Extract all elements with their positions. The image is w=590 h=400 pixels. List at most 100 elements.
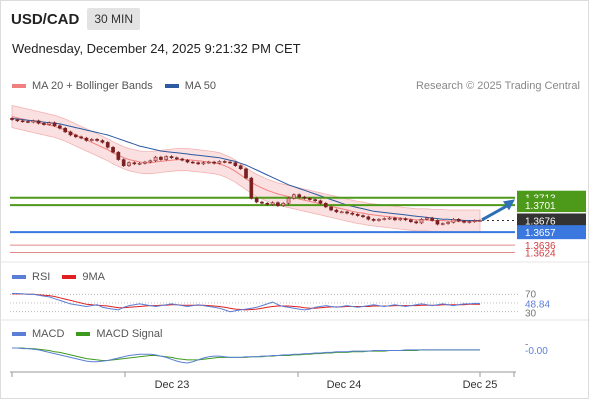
candle-body: [121, 159, 126, 166]
candle-body: [143, 161, 147, 164]
rsi-tick-70: 70: [525, 289, 537, 300]
candle-body: [26, 121, 30, 123]
candle-body: [430, 217, 434, 221]
ma50-swatch: [164, 84, 179, 88]
ma20-swatch: [12, 84, 26, 88]
candle-body: [63, 127, 68, 133]
candle-body: [403, 218, 408, 221]
candle-body: [302, 196, 307, 199]
candle-body: [89, 139, 94, 141]
candle-body: [84, 137, 89, 141]
rsi-legend: RSI 9MA: [12, 271, 117, 283]
ma50-line: [11, 117, 480, 221]
datetime-label: Wednesday, December 24, 2025 9:21:32 PM …: [12, 41, 301, 56]
candle-body: [270, 202, 275, 205]
header: USD/CAD 30 MIN: [11, 7, 141, 31]
level-label-minor: 1.3624: [525, 248, 556, 259]
candle-body: [233, 162, 238, 166]
level-label-box: [517, 213, 586, 228]
legend-ma20-bollinger: MA 20 + Bollinger Bands: [12, 80, 153, 92]
candle-body: [462, 220, 466, 223]
legend-ma20-label: MA 20 + Bollinger Bands: [32, 80, 153, 92]
candle-body: [398, 218, 403, 221]
candle-body: [68, 131, 73, 136]
candle-body: [286, 198, 291, 204]
candle-body: [249, 177, 254, 199]
candle-body: [175, 157, 179, 160]
legend-macd-label: MACD: [32, 328, 65, 340]
candle-body: [361, 215, 365, 218]
candle-body: [137, 163, 142, 165]
rsi-swatch: [12, 275, 26, 279]
candle-body: [20, 120, 25, 123]
symbol-title: USD/CAD: [11, 10, 80, 28]
rsi-9ma-line: [12, 293, 480, 311]
rsi-last-value: 48.84: [525, 300, 550, 311]
candle-body: [339, 211, 344, 214]
macd-last-value: -0.00: [525, 346, 548, 357]
candle-body: [180, 158, 185, 161]
candle-body: [371, 218, 376, 221]
candle-body: [345, 211, 349, 214]
x-tick-label: Dec 24: [327, 379, 362, 391]
candle-body: [318, 200, 323, 204]
candle-body: [222, 161, 227, 163]
macd-tick: -: [525, 339, 528, 350]
candle-body: [52, 122, 57, 127]
rsi-tick-30: 30: [525, 309, 537, 320]
legend-macd-signal: MACD Signal: [76, 328, 162, 340]
level-label-resistance: 1.3701: [525, 201, 556, 212]
forecast-arrow-shaft: [481, 204, 509, 222]
x-tick-label: Dec 25: [463, 379, 498, 391]
timeframe-button[interactable]: 30 MIN: [87, 8, 141, 30]
candle-body: [313, 199, 317, 202]
candle-body: [79, 136, 83, 139]
candle-body: [355, 214, 360, 216]
candle-body: [185, 159, 190, 163]
candle-body: [281, 203, 286, 206]
level-label-support: 1.3657: [525, 228, 556, 239]
candle-body: [206, 161, 211, 164]
level-label-box: [517, 225, 586, 240]
candle-body: [111, 147, 115, 153]
candle-body: [419, 218, 424, 224]
candle-body: [260, 201, 264, 204]
candle-body: [169, 156, 174, 158]
candle-body: [10, 118, 14, 120]
candle-body: [472, 220, 477, 222]
candle-body: [297, 194, 302, 198]
candle-body: [424, 217, 429, 220]
level-label-minor: 1.3636: [525, 241, 556, 252]
legend-ma50: MA 50: [164, 80, 216, 92]
level-label-current: 1.3676: [525, 216, 556, 227]
candle-body: [387, 217, 392, 220]
9ma-swatch: [62, 275, 77, 279]
legend-macd: MACD: [12, 328, 64, 340]
candle-body: [329, 206, 333, 211]
candle-body: [105, 142, 110, 148]
candle-body: [164, 156, 169, 160]
candle-body: [159, 156, 163, 160]
candle-body: [238, 165, 243, 170]
candle-body: [350, 212, 355, 215]
candle-body: [393, 217, 397, 221]
candle-body: [217, 161, 222, 164]
legend-ma50-label: MA 50: [184, 80, 216, 92]
legend-rsi-label: RSI: [32, 271, 51, 283]
rsi-line: [12, 293, 481, 313]
candle-body: [478, 220, 482, 222]
macd-legend: MACD MACD Signal: [12, 328, 174, 340]
candle-body: [254, 198, 259, 203]
candle-body: [334, 209, 339, 213]
candle-body: [153, 156, 158, 162]
candle-body: [414, 221, 419, 224]
legend-macd-signal-label: MACD Signal: [96, 328, 163, 340]
copyright-text: Research © 2025 Trading Central: [415, 80, 580, 92]
candle-body: [276, 202, 280, 206]
legend-9ma-label: 9MA: [82, 271, 105, 283]
candle-body: [451, 218, 456, 223]
candle-body: [95, 139, 99, 141]
macd-line: [12, 347, 480, 364]
